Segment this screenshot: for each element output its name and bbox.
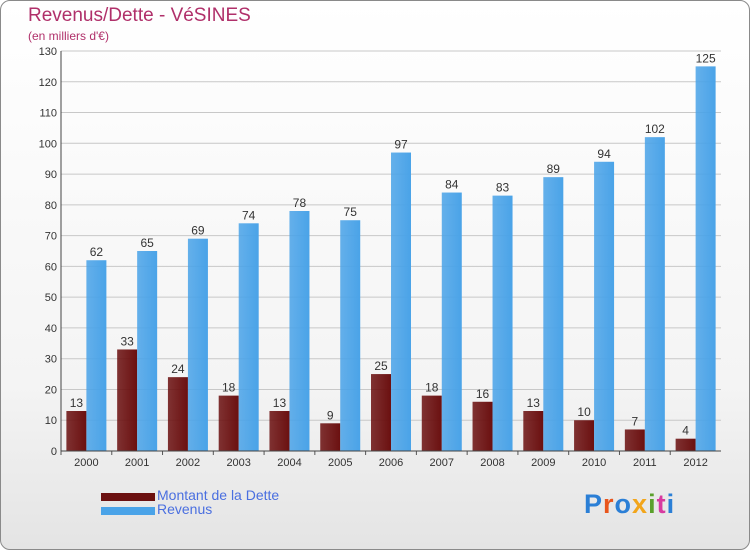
bar-revenus <box>492 195 513 451</box>
data-label-dette: 13 <box>273 396 287 410</box>
bar-revenus <box>340 220 361 451</box>
legend-label-dette: Montant de la Dette <box>157 487 280 503</box>
bar-dette <box>320 423 341 451</box>
legend-label-revenus: Revenus <box>157 501 213 517</box>
x-tick-label: 2010 <box>582 457 606 469</box>
x-tick-label: 2000 <box>74 457 98 469</box>
bar-revenus <box>137 251 158 451</box>
y-tick-label: 30 <box>45 354 57 366</box>
bar-revenus <box>594 161 615 451</box>
logo-letter: i <box>648 489 657 519</box>
x-tick-label: 2007 <box>430 457 454 469</box>
x-tick-label: 2012 <box>683 457 707 469</box>
bar-dette <box>421 395 442 451</box>
data-label-revenus: 94 <box>597 147 611 161</box>
data-label-revenus: 97 <box>394 138 408 152</box>
data-label-dette: 7 <box>632 414 639 428</box>
x-tick-label: 2008 <box>480 457 504 469</box>
y-tick-label: 0 <box>51 446 57 458</box>
bar-revenus <box>644 137 665 451</box>
bar-revenus <box>441 192 462 452</box>
bar-dette <box>624 429 645 451</box>
data-label-revenus: 102 <box>645 122 665 136</box>
bar-dette <box>523 411 544 451</box>
bar-dette <box>472 401 493 451</box>
bars <box>66 66 716 452</box>
x-tick-label: 2006 <box>379 457 403 469</box>
bar-revenus <box>238 223 259 451</box>
y-tick-label: 70 <box>45 231 57 243</box>
data-label-revenus: 69 <box>191 224 205 238</box>
y-tick-label: 40 <box>45 323 57 335</box>
logo-letter: o <box>614 489 633 519</box>
logo-letter: x <box>632 489 649 519</box>
data-label-dette: 25 <box>374 359 388 373</box>
y-tick-label: 90 <box>45 169 57 181</box>
bar-dette <box>66 411 87 451</box>
y-tick-label: 130 <box>39 46 57 58</box>
bar-dette <box>218 395 239 451</box>
y-tick-label: 100 <box>39 138 57 150</box>
bar-dette <box>675 438 696 451</box>
y-tick-label: 60 <box>45 261 57 273</box>
axes <box>60 51 721 455</box>
proxiti-logo: Proxiti <box>584 489 675 520</box>
logo-letter: r <box>603 489 615 519</box>
data-label-revenus: 89 <box>547 162 561 176</box>
y-tick-label: 20 <box>45 384 57 396</box>
y-tick-label: 50 <box>45 292 57 304</box>
bar-revenus <box>695 66 716 451</box>
data-label-dette: 13 <box>70 396 84 410</box>
bar-revenus <box>86 260 107 451</box>
data-label-dette: 33 <box>120 334 134 348</box>
x-tick-label: 2004 <box>277 457 301 469</box>
chart-subtitle: (en milliers d'€) <box>28 29 109 43</box>
data-label-revenus: 74 <box>242 208 256 222</box>
labels: 0 10 20 30 40 50 60 70 80 90 100 110 120 130 13 62 2000 3… <box>39 46 716 469</box>
x-tick-label: 2005 <box>328 457 352 469</box>
data-label-dette: 9 <box>327 408 334 422</box>
bar-dette <box>117 349 138 451</box>
x-tick-label: 2002 <box>176 457 200 469</box>
logo-letter: P <box>584 489 604 519</box>
bar-revenus <box>543 177 564 451</box>
data-label-revenus: 125 <box>696 51 716 65</box>
logo-letter: i <box>666 489 676 519</box>
chart-title: Revenus/Dette - VéSINES <box>28 5 251 26</box>
x-tick-label: 2003 <box>226 457 250 469</box>
data-label-revenus: 78 <box>293 196 307 210</box>
data-label-dette: 16 <box>476 387 490 401</box>
bar-dette <box>574 420 595 451</box>
y-tick-label: 80 <box>45 200 57 212</box>
data-label-dette: 4 <box>682 424 689 438</box>
data-label-dette: 13 <box>527 396 541 410</box>
y-tick-label: 110 <box>39 108 57 120</box>
data-label-revenus: 75 <box>344 205 358 219</box>
data-label-revenus: 83 <box>496 181 510 195</box>
x-tick-label: 2001 <box>125 457 149 469</box>
x-tick-label: 2011 <box>633 457 657 469</box>
x-tick-label: 2009 <box>531 457 555 469</box>
y-tick-label: 10 <box>45 415 57 427</box>
logo-letter: t <box>656 489 667 519</box>
data-label-revenus: 65 <box>140 236 154 250</box>
data-label-revenus: 84 <box>445 178 459 192</box>
data-label-dette: 18 <box>425 381 439 395</box>
bar-revenus <box>187 238 208 451</box>
legend-swatch-dette <box>101 493 155 501</box>
data-label-dette: 18 <box>222 381 236 395</box>
bar-dette <box>167 377 188 451</box>
data-label-dette: 24 <box>171 362 185 376</box>
data-label-revenus: 62 <box>90 245 104 259</box>
bar-revenus <box>391 152 411 452</box>
data-label-dette: 10 <box>577 405 591 419</box>
bar-dette <box>269 411 290 451</box>
bar-revenus <box>289 211 310 451</box>
legend-swatch-revenus <box>101 507 155 515</box>
y-tick-label: 120 <box>39 77 57 89</box>
bar-dette <box>371 374 391 451</box>
